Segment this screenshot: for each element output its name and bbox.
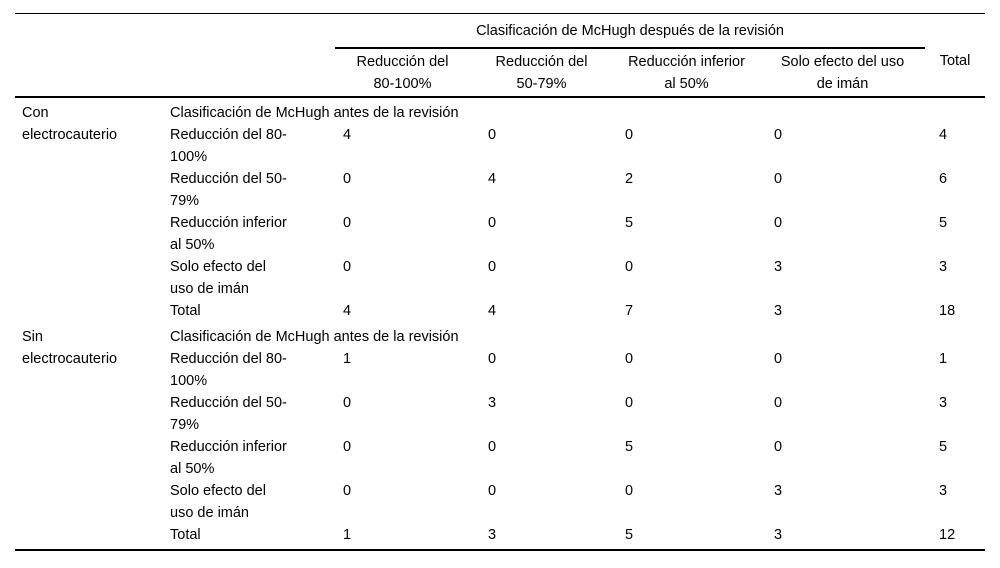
col-header-reduccion-inferior-50: Reducción inferior al 50%	[613, 48, 760, 98]
cell-value: 0	[774, 171, 783, 187]
cell-value: 18	[939, 303, 956, 319]
col-header-reduccion-80-100: Reducción del 80-100%	[335, 48, 470, 98]
cell-value: 6	[939, 171, 948, 187]
cell-value: 4	[488, 171, 497, 187]
cell-value: 5	[625, 439, 634, 455]
col-header-total: Total	[925, 48, 986, 98]
column-header-row: Reducción del 80-100% Reducción del 50-7…	[15, 48, 986, 98]
table-row: Reducción del 50- 79% 0 4 2 0 6	[15, 168, 985, 212]
cell-value: 0	[774, 351, 783, 367]
header-spacer	[15, 48, 335, 98]
cell-value: 3	[774, 303, 783, 319]
row-label-solo-efecto-iman: Solo efecto del uso de imán	[170, 483, 266, 521]
cell-value: 0	[488, 259, 497, 275]
cell-value: 0	[774, 395, 783, 411]
table-row: Reducción del 50- 79% 0 3 0 0 3	[15, 392, 985, 436]
group-total-row: Total 1 3 5 3 12	[15, 524, 985, 550]
cell-value: 0	[343, 171, 352, 187]
table-row: Solo efecto del uso de imán 0 0 0 3 3	[15, 480, 985, 524]
cell-value: 7	[625, 303, 634, 319]
cell-value: 3	[939, 395, 948, 411]
cell-value: 3	[488, 395, 497, 411]
header-spacer	[15, 14, 335, 49]
row-label-solo-efecto-iman: Solo efecto del uso de imán	[170, 259, 266, 297]
group-subheader-row: Con electrocauterio Clasificación de McH…	[15, 97, 985, 143]
cell-value: 1	[939, 351, 948, 367]
cell-value: 3	[774, 259, 783, 275]
col-header-solo-efecto-iman: Solo efecto del uso de imán	[760, 48, 926, 98]
row-subheader-antes-revision: Clasificación de McHugh antes de la revi…	[170, 329, 459, 345]
group-label-sin-electrocauterio: Sin electrocauterio	[22, 329, 118, 367]
cell-value: 0	[488, 351, 497, 367]
cell-value: 0	[774, 127, 783, 143]
cell-value: 4	[939, 127, 948, 143]
table-row: Reducción del 80- 100% 4 0 0 0 4	[15, 124, 985, 168]
table-row: Reducción del 80- 100% 1 0 0 0 1	[15, 348, 985, 392]
cell-value: 1	[343, 351, 352, 367]
row-label-reduccion-80-100: Reducción del 80- 100%	[170, 351, 287, 389]
group-subheader-row: Sin electrocauterio Clasificación de McH…	[15, 322, 985, 367]
cell-value: 12	[939, 527, 956, 543]
cell-value: 3	[939, 259, 948, 275]
cell-value: 4	[343, 303, 352, 319]
group-total-row: Total 4 4 7 3 18	[15, 300, 985, 322]
cell-value: 4	[343, 127, 352, 143]
cell-value: 3	[488, 527, 497, 543]
cell-value: 0	[343, 259, 352, 275]
cell-value: 0	[625, 351, 634, 367]
row-label-reduccion-50-79: Reducción del 50- 79%	[170, 395, 287, 433]
cell-value: 0	[343, 215, 352, 231]
row-label-reduccion-80-100: Reducción del 80- 100%	[170, 127, 287, 165]
row-label-total: Total	[170, 527, 201, 543]
cell-value: 3	[774, 483, 783, 499]
cell-value: 5	[939, 439, 948, 455]
row-label-total: Total	[170, 303, 201, 319]
cell-value: 0	[488, 483, 497, 499]
row-label-reduccion-50-79: Reducción del 50- 79%	[170, 171, 287, 209]
table-row: Reducción inferior al 50% 0 0 5 0 5	[15, 212, 985, 256]
cell-value: 5	[625, 215, 634, 231]
row-label-reduccion-inferior-50: Reducción inferior al 50%	[170, 439, 287, 477]
table-row: Solo efecto del uso de imán 0 0 0 3 3	[15, 256, 985, 300]
cell-value: 0	[488, 215, 497, 231]
header-spacer-total	[925, 14, 985, 49]
cell-value: 0	[343, 395, 352, 411]
cell-value: 1	[343, 527, 352, 543]
row-subheader-antes-revision: Clasificación de McHugh antes de la revi…	[170, 105, 459, 121]
cell-value: 0	[343, 439, 352, 455]
cell-value: 0	[774, 215, 783, 231]
cell-value: 0	[625, 483, 634, 499]
group-label-con-electrocauterio: Con electrocauterio	[22, 105, 118, 143]
cell-value: 2	[625, 171, 634, 187]
mchugh-cross-table: Clasificación de McHugh después de la re…	[15, 13, 986, 551]
cell-value: 5	[625, 527, 634, 543]
cell-value: 3	[774, 527, 783, 543]
cell-value: 0	[625, 395, 634, 411]
row-label-reduccion-inferior-50: Reducción inferior al 50%	[170, 215, 287, 253]
col-group-header: Clasificación de McHugh después de la re…	[335, 13, 926, 49]
cell-value: 0	[625, 259, 634, 275]
table-row: Reducción inferior al 50% 0 0 5 0 5	[15, 436, 985, 480]
span-header-row: Clasificación de McHugh después de la re…	[15, 13, 985, 49]
cell-value: 0	[488, 439, 497, 455]
cell-value: 5	[939, 215, 948, 231]
cell-value: 0	[488, 127, 497, 143]
cell-value: 0	[774, 439, 783, 455]
cell-value: 0	[343, 483, 352, 499]
cell-value: 3	[939, 483, 948, 499]
cell-value: 4	[488, 303, 497, 319]
cell-value: 0	[625, 127, 634, 143]
col-header-reduccion-50-79: Reducción del 50-79%	[470, 48, 613, 98]
